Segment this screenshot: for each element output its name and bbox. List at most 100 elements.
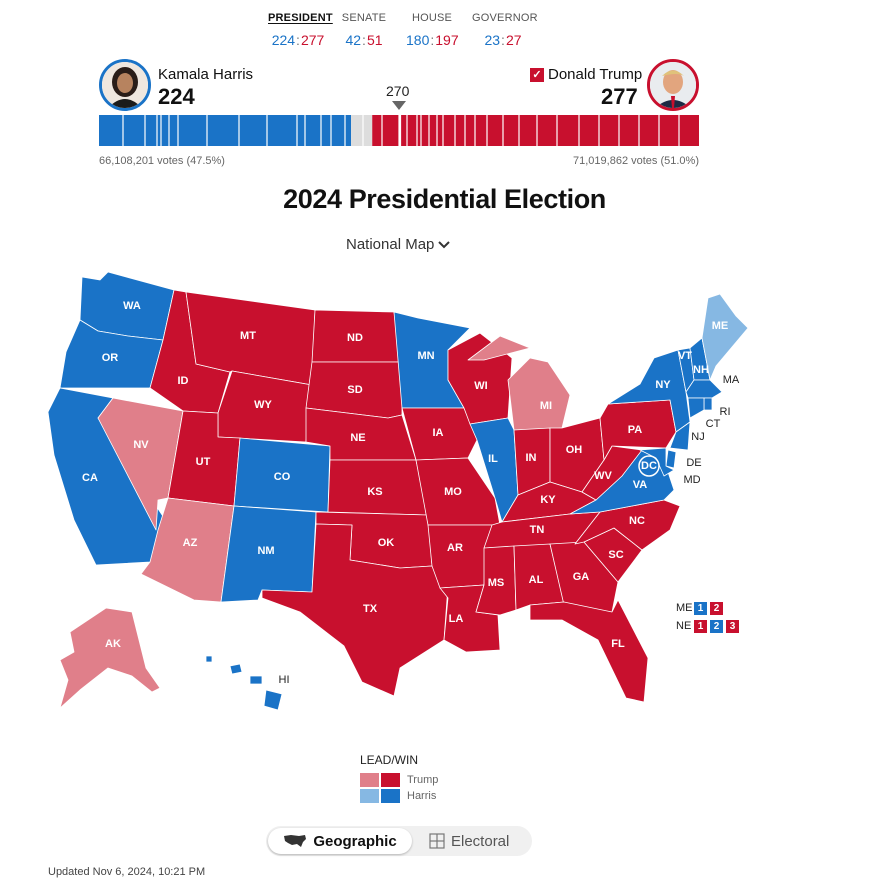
- tab-governor-score: 23:27: [484, 32, 522, 48]
- state-label-wa: WA: [123, 300, 141, 312]
- state-label-nm: NM: [257, 545, 274, 557]
- winner-check-icon: ✓: [530, 68, 544, 82]
- state-label-fl: FL: [611, 638, 625, 650]
- state-wy[interactable]: [217, 370, 313, 443]
- state-fl[interactable]: [529, 599, 649, 703]
- state-label-de: DE: [686, 457, 701, 469]
- ev-bar-segment: [351, 115, 373, 146]
- legend-title: LEAD/WIN: [360, 753, 419, 767]
- state-dc[interactable]: [638, 455, 660, 477]
- tab-president-label: PRESIDENT: [268, 12, 333, 24]
- state-label-hi: HI: [279, 674, 290, 686]
- district-box[interactable]: 1: [694, 619, 707, 633]
- state-label-ca: CA: [82, 472, 98, 484]
- trump-avatar: [647, 59, 699, 111]
- state-ia[interactable]: [401, 407, 478, 461]
- state-ar[interactable]: [427, 524, 493, 589]
- state-label-tx: TX: [363, 603, 378, 615]
- state-ct[interactable]: [687, 397, 705, 419]
- electoral-toggle[interactable]: Electoral: [429, 828, 509, 854]
- state-label-pa: PA: [628, 424, 643, 436]
- legend-swatch-harris-lead: [360, 788, 379, 803]
- state-label-wv: WV: [594, 470, 612, 482]
- trump-portrait-icon: [650, 62, 696, 108]
- map-selector-label: National Map: [346, 236, 435, 253]
- state-label-mn: MN: [417, 350, 434, 362]
- grid-icon: [429, 833, 445, 849]
- state-label-wi: WI: [474, 380, 487, 392]
- tab-governor[interactable]: GOVERNOR 23:27: [472, 12, 538, 48]
- state-label-nv: NV: [133, 439, 149, 451]
- state-label-vt: VT: [678, 350, 692, 362]
- state-label-or: OR: [102, 352, 119, 364]
- state-de[interactable]: [665, 449, 677, 469]
- state-label-in: IN: [526, 452, 537, 464]
- split-state-label: NE: [676, 620, 692, 632]
- legend-label-trump: Trump: [407, 773, 439, 786]
- state-label-wy: WY: [254, 399, 272, 411]
- trump-popular-votes: 71,019,862 votes (51.0%): [573, 155, 699, 167]
- governor-dem-score: 23: [484, 32, 501, 48]
- legend-swatch-trump-win: [381, 772, 400, 787]
- state-label-co: CO: [274, 471, 291, 483]
- state-label-md: MD: [683, 474, 700, 486]
- state-label-nh: NH: [693, 364, 709, 376]
- state-label-mo: MO: [444, 486, 462, 498]
- chevron-down-icon: [438, 240, 451, 248]
- district-box[interactable]: 2: [710, 619, 723, 633]
- state-label-sc: SC: [608, 549, 623, 561]
- state-hi[interactable]: [205, 655, 283, 711]
- senate-rep-score: 51: [366, 32, 383, 48]
- senate-dem-score: 42: [345, 32, 362, 48]
- harris-name: Kamala Harris: [158, 66, 254, 83]
- geographic-label: Geographic: [313, 832, 397, 850]
- tab-house[interactable]: HOUSE 180:197: [406, 12, 459, 48]
- trump-electoral-votes: 277: [601, 84, 638, 109]
- tab-house-label: HOUSE: [411, 12, 453, 24]
- state-label-al: AL: [529, 574, 544, 586]
- state-label-ri: RI: [720, 406, 731, 418]
- state-ri[interactable]: [703, 397, 713, 411]
- state-label-il: IL: [488, 453, 498, 465]
- split-row-ne: NE 1 2 3: [676, 618, 742, 634]
- state-label-ut: UT: [196, 456, 211, 468]
- split-row-me: ME 1 2: [676, 600, 742, 616]
- state-label-la: LA: [449, 613, 464, 625]
- race-tabs: PRESIDENT 224:277 SENATE 42:51 HOUSE 180…: [262, 12, 552, 52]
- harris-portrait-icon: [102, 62, 148, 108]
- ev-bar-segment: [372, 115, 699, 146]
- state-label-mi: MI: [540, 400, 552, 412]
- state-label-dc: DC: [641, 460, 657, 472]
- tab-house-score: 180:197: [406, 32, 459, 48]
- map-selector[interactable]: National Map: [346, 236, 451, 253]
- map-legend: LEAD/WIN Trump Harris: [360, 753, 438, 804]
- state-label-ga: GA: [573, 571, 590, 583]
- district-splits: ME 1 2 NE 1 2 3: [676, 600, 742, 636]
- us-map-icon: [284, 835, 307, 847]
- district-box[interactable]: 2: [710, 601, 723, 615]
- district-box[interactable]: 1: [694, 601, 707, 615]
- state-tx[interactable]: [261, 523, 449, 697]
- legend-swatch-trump-lead: [360, 772, 379, 787]
- tab-senate[interactable]: SENATE 42:51: [338, 12, 390, 48]
- tab-president[interactable]: PRESIDENT 224:277: [268, 12, 333, 48]
- state-mo[interactable]: [415, 457, 501, 526]
- geographic-toggle[interactable]: Geographic: [268, 828, 412, 854]
- house-rep-score: 197: [435, 32, 459, 48]
- state-ak[interactable]: [59, 607, 161, 709]
- district-box[interactable]: 3: [726, 619, 739, 633]
- legend-label-harris: Harris: [407, 789, 437, 802]
- split-state-label: ME: [676, 602, 693, 614]
- state-label-ak: AK: [105, 638, 121, 650]
- state-label-ma: MA: [723, 374, 740, 386]
- state-nj[interactable]: [669, 421, 691, 451]
- state-me[interactable]: [701, 293, 749, 381]
- president-rep-score: 277: [300, 32, 325, 48]
- state-label-ia: IA: [433, 427, 444, 439]
- ev-bar-segment: [99, 115, 352, 146]
- state-label-va: VA: [633, 479, 648, 491]
- governor-rep-score: 27: [505, 32, 522, 48]
- state-label-oh: OH: [566, 444, 583, 456]
- harris-avatar: [99, 59, 151, 111]
- state-label-ks: KS: [367, 486, 382, 498]
